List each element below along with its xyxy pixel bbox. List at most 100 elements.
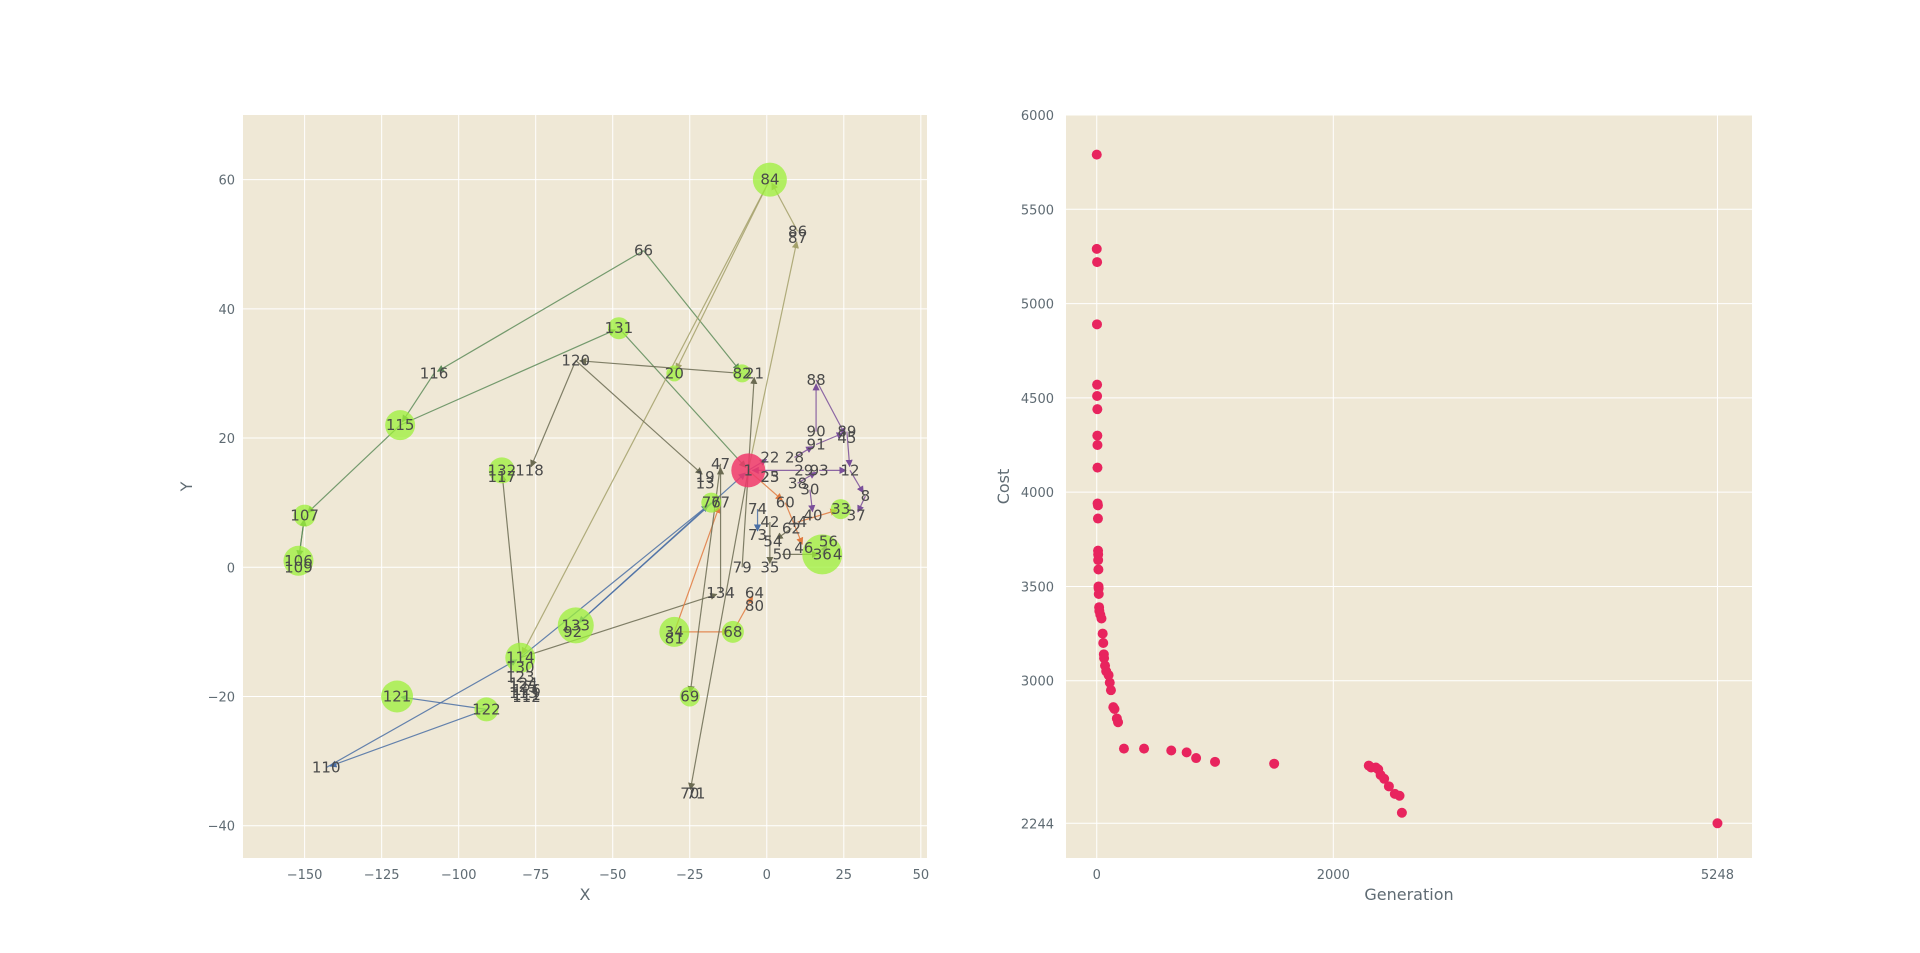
node-label: 54 [763, 532, 782, 550]
route-edge [530, 360, 577, 468]
x-tick-label: −125 [364, 868, 400, 883]
route-edge [797, 508, 838, 523]
y-tick-label: 4500 [1021, 392, 1054, 407]
node-label: 120 [561, 352, 590, 370]
node-label: 82 [733, 364, 752, 382]
cost-point [1092, 257, 1103, 268]
node-label: 34 [665, 623, 684, 641]
x-tick-label: 50 [913, 868, 930, 883]
node-label: 8 [861, 487, 871, 505]
node-label: 109 [284, 558, 313, 576]
y-tick-label: 20 [218, 432, 235, 447]
node-label: 89 [837, 423, 856, 441]
node-label: 92 [563, 623, 582, 641]
node-marker [666, 365, 683, 382]
node-label: 130 [506, 658, 535, 676]
node-label: 93 [810, 461, 829, 479]
node-label: 90 [807, 423, 826, 441]
node-label: 47 [711, 455, 730, 473]
route-edge [618, 327, 747, 468]
y-tick-label: 5500 [1021, 203, 1054, 218]
node-marker [293, 504, 316, 527]
cost-point [1091, 319, 1102, 330]
y-axis-label: Cost [994, 469, 1013, 505]
node-label: 73 [748, 526, 767, 544]
node-label: 80 [745, 597, 764, 615]
node-label: 79 [733, 558, 752, 576]
cost-point [1379, 773, 1390, 784]
x-tick-label: 2000 [1317, 868, 1350, 883]
x-tick-label: −150 [287, 868, 323, 883]
route-edge [794, 446, 814, 458]
route-edge [575, 360, 703, 475]
node-label: 86 [788, 222, 807, 240]
node-label: 91 [807, 436, 826, 454]
node-marker [381, 680, 414, 713]
node-label: 106 [284, 552, 313, 570]
node-label: 60 [776, 494, 795, 512]
route-edge [519, 504, 709, 659]
node-label: 117 [487, 468, 516, 486]
node-marker [679, 686, 700, 707]
route-edge [307, 424, 401, 514]
node-label: 122 [472, 700, 501, 718]
node-label: 46 [794, 539, 813, 557]
axis-ticks: −150 −125 −100 −75 −50 −25 0 25 50 −40 −20 0 20 40 60 [208, 174, 930, 883]
node-marker [733, 364, 752, 383]
node-label: 84 [760, 171, 779, 189]
node-label: 20 [665, 364, 684, 382]
node-label: 56 [819, 532, 838, 550]
node-label: 68 [723, 623, 742, 641]
y-tick-label: 0 [227, 561, 235, 576]
cost-point [1396, 807, 1407, 818]
node-label: 64 [745, 584, 764, 602]
cost-point [1181, 747, 1192, 758]
route-edge [329, 708, 487, 768]
node-label: 69 [680, 687, 699, 705]
node-label: 113 [509, 684, 538, 702]
node-label: 29 [794, 461, 813, 479]
cost-generation-plot: 0 2000 5248 2244 3000 3500 4000 4500 5000 5500 600… [994, 109, 1752, 904]
node-label: 125 [509, 678, 538, 696]
node-label: 70 [680, 784, 699, 802]
route-edge [688, 470, 749, 791]
y-tick-label: 4000 [1021, 486, 1054, 501]
node-label: 1 [744, 461, 754, 479]
route-edge [784, 502, 804, 545]
x-tick-label: −75 [522, 868, 549, 883]
node-label: 42 [760, 513, 779, 531]
x-tick-label: 0 [1093, 868, 1101, 883]
node-label: 124 [509, 675, 538, 693]
x-axis-label: X [580, 885, 591, 904]
node-label: 45 [837, 429, 856, 447]
route-edge [815, 432, 844, 446]
y-tick-label: 2244 [1021, 817, 1054, 832]
route-edge [675, 179, 771, 371]
plot-background [243, 115, 927, 858]
node-label: 62 [782, 519, 801, 537]
y-tick-label: 3500 [1021, 580, 1054, 595]
node-label: 121 [383, 687, 412, 705]
cost-point [1139, 743, 1150, 754]
node-label: 25 [760, 468, 779, 486]
x-tick-label: 25 [836, 868, 853, 883]
node-label: 118 [515, 461, 544, 479]
axis-ticks: 0 2000 5248 2244 3000 3500 4000 4500 5000 5500 600… [1021, 109, 1734, 883]
cost-point [1091, 149, 1102, 160]
cost-point [1103, 670, 1114, 681]
node-marker [385, 410, 416, 441]
node-label: 116 [420, 364, 449, 382]
node-marker [830, 499, 851, 520]
node-label: 21 [745, 364, 764, 382]
route-edge [643, 250, 741, 371]
node-label: 36 [813, 545, 832, 563]
node-label: 71 [686, 784, 705, 802]
cost-point [1269, 758, 1280, 769]
node-label: 110 [312, 759, 341, 777]
route-edge [775, 528, 792, 540]
node-label: 126 [512, 681, 541, 699]
node-marker [752, 162, 787, 197]
route-edge [400, 694, 487, 710]
